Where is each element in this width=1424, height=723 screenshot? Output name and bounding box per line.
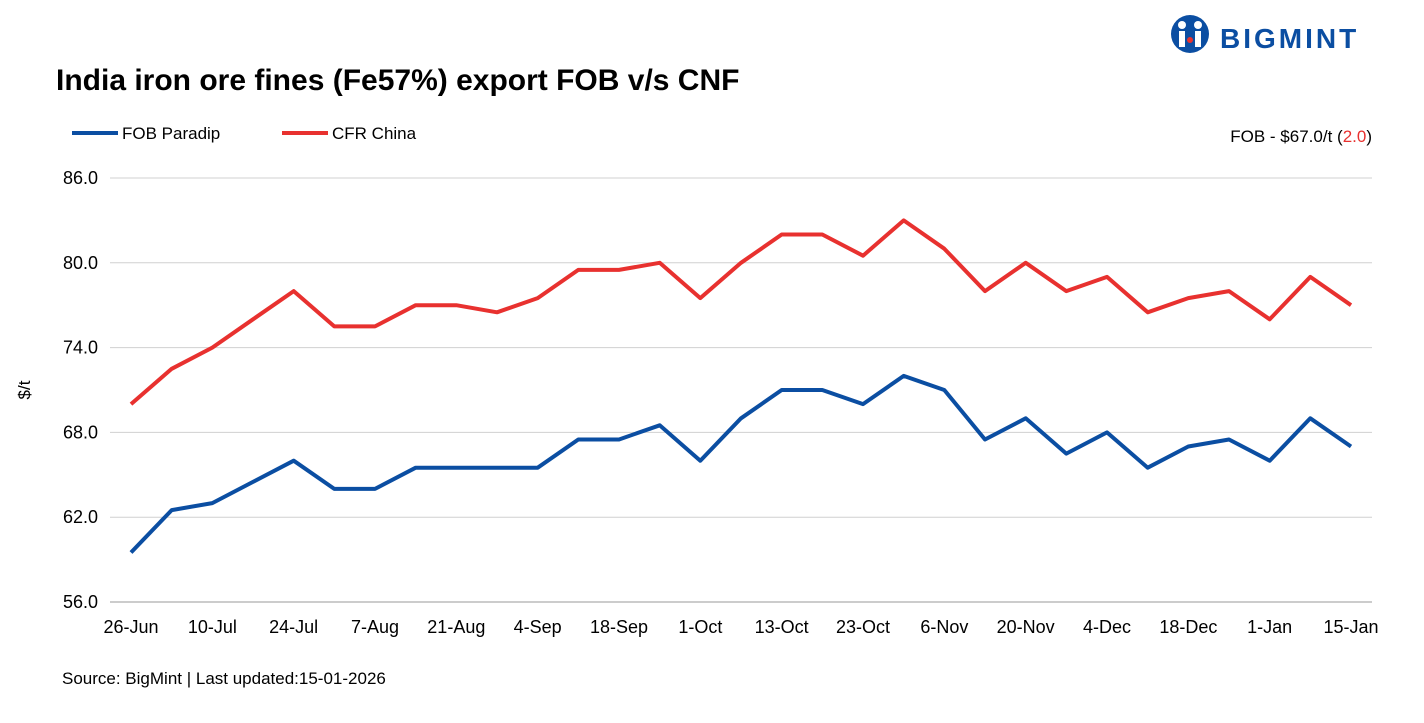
x-tick-label: 1-Jan bbox=[1247, 617, 1292, 637]
x-tick-label: 18-Sep bbox=[590, 617, 648, 637]
line-series bbox=[129, 373, 1353, 554]
y-tick-label: 74.0 bbox=[63, 338, 98, 358]
y-tick-label: 56.0 bbox=[63, 592, 98, 612]
x-tick-label: 4-Dec bbox=[1083, 617, 1131, 637]
x-tick-label: 13-Oct bbox=[755, 617, 809, 637]
chart-title: India iron ore fines (Fe57%) export FOB … bbox=[56, 64, 739, 97]
x-tick-label: 26-Jun bbox=[103, 617, 158, 637]
x-tick-label: 6-Nov bbox=[920, 617, 968, 637]
y-tick-label: 62.0 bbox=[63, 507, 98, 527]
legend-label: FOB Paradip bbox=[122, 124, 220, 143]
y-tick-label: 68.0 bbox=[63, 422, 98, 442]
x-tick-label: 15-Jan bbox=[1323, 617, 1378, 637]
y-axis-label: $/t bbox=[15, 380, 34, 399]
x-tick-label: 10-Jul bbox=[188, 617, 237, 637]
annotation-prefix: FOB - $67.0/t ( bbox=[1230, 127, 1343, 146]
logo bbox=[1171, 15, 1209, 53]
x-tick-label: 18-Dec bbox=[1159, 617, 1217, 637]
annotation-change: 2.0 bbox=[1343, 127, 1367, 146]
y-tick-label: 86.0 bbox=[63, 168, 98, 188]
annotation-suffix: ) bbox=[1366, 127, 1372, 146]
y-tick-label: 80.0 bbox=[63, 253, 98, 273]
x-tick-label: 21-Aug bbox=[427, 617, 485, 637]
x-tick-label: 24-Jul bbox=[269, 617, 318, 637]
x-tick-label: 4-Sep bbox=[514, 617, 562, 637]
x-tick-label: 23-Oct bbox=[836, 617, 890, 637]
source: Source: BigMint | Last updated:15-01-202… bbox=[62, 669, 386, 688]
brand: BIGMINT bbox=[1220, 23, 1359, 54]
line-series bbox=[129, 218, 1353, 406]
x-tick-label: 20-Nov bbox=[997, 617, 1055, 637]
annotation: FOB - $67.0/t (2.0) bbox=[1230, 127, 1372, 146]
legend-label: CFR China bbox=[332, 124, 417, 143]
x-tick-label: 1-Oct bbox=[678, 617, 722, 637]
x-tick-label: 7-Aug bbox=[351, 617, 399, 637]
